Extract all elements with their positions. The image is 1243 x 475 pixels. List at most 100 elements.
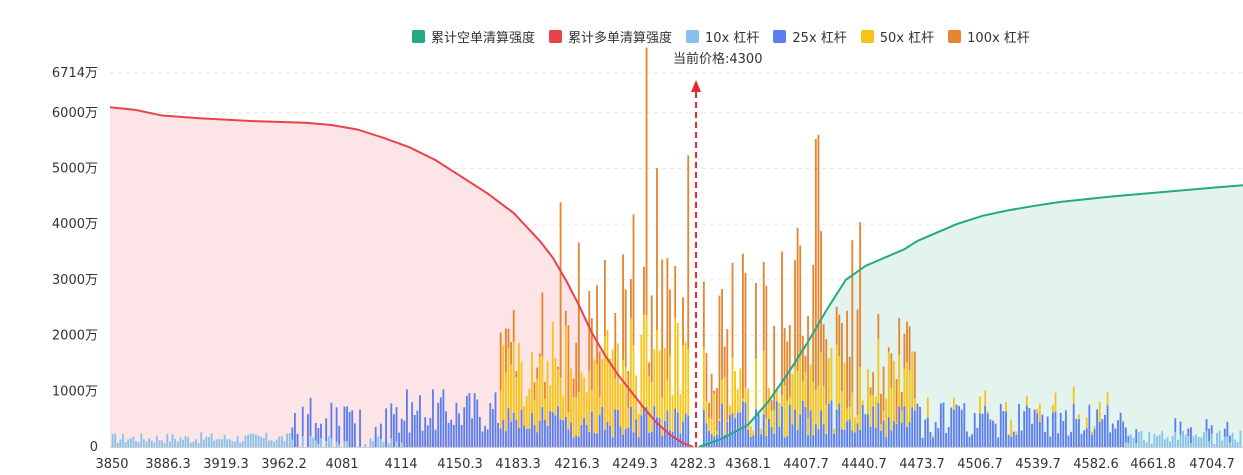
bar-25x: [614, 409, 617, 447]
bar-50x: [728, 405, 731, 416]
bar-25x: [447, 422, 450, 447]
bar-25x: [840, 429, 843, 447]
bar-50x: [614, 378, 617, 410]
bar-25x: [637, 437, 640, 447]
bar-100x: [567, 325, 570, 413]
bar-10x: [372, 440, 374, 447]
bar-100x: [645, 47, 648, 316]
bar-25x: [523, 425, 526, 447]
bar-10x: [288, 432, 291, 447]
bar-25x: [606, 421, 609, 447]
bar-50x: [846, 408, 849, 422]
bar-10x: [317, 444, 320, 447]
bar-25x: [575, 435, 578, 447]
bar-100x: [559, 202, 562, 378]
bar-25x: [723, 434, 726, 447]
bar-10x: [364, 444, 367, 447]
bar-100x: [799, 245, 802, 356]
bar-25x: [833, 433, 835, 447]
bar-50x: [577, 391, 580, 437]
bar-50x: [713, 393, 716, 437]
bar-100x: [835, 306, 838, 345]
bar-25x: [919, 406, 921, 447]
bar-25x: [768, 418, 770, 447]
bar-10x: [1234, 439, 1237, 447]
bar-25x: [643, 406, 645, 447]
bar-100x: [656, 167, 658, 331]
bar-25x: [760, 434, 763, 447]
bar-50x: [984, 390, 987, 406]
bar-10x: [182, 439, 184, 447]
bar-25x: [854, 432, 856, 447]
bar-25x: [458, 413, 460, 447]
bar-50x: [616, 343, 619, 411]
bar-25x: [963, 403, 966, 447]
bar-25x: [583, 417, 585, 447]
x-tick-label: 4114: [384, 457, 417, 472]
legend-item-50x[interactable]: 50x 杠杆: [860, 27, 934, 46]
bar-100x: [541, 292, 544, 357]
bar-10x: [1140, 430, 1143, 447]
bar-25x: [1028, 408, 1031, 447]
bar-25x: [877, 402, 880, 447]
bar-50x: [525, 396, 528, 429]
bar-50x: [603, 336, 606, 430]
bar-100x: [770, 400, 773, 411]
bar-50x: [861, 400, 864, 405]
legend-item-short[interactable]: 累计空单清算强度: [412, 27, 535, 46]
bar-10x: [129, 438, 132, 447]
bar-100x: [906, 321, 908, 363]
bar-100x: [822, 324, 825, 386]
bar-50x: [619, 383, 622, 427]
bar-25x: [710, 434, 713, 447]
bar-25x: [1119, 412, 1122, 447]
bar-50x: [856, 414, 859, 424]
bar-25x: [1025, 405, 1028, 447]
bar-50x: [877, 338, 880, 403]
bar-50x: [546, 360, 549, 426]
bar-25x: [947, 427, 950, 447]
legend-item-100x[interactable]: 100x 杠杆: [948, 27, 1030, 46]
bar-25x: [616, 410, 619, 447]
bar-25x: [788, 404, 791, 447]
bar-25x: [851, 430, 854, 447]
bar-50x: [669, 355, 671, 431]
legend-item-25x[interactable]: 25x 杠杆: [773, 27, 847, 46]
bar-25x: [609, 425, 611, 447]
bar-25x: [1023, 411, 1026, 447]
bar-25x: [473, 393, 476, 447]
bar-50x: [637, 413, 640, 438]
bar-25x: [1044, 431, 1046, 447]
bar-25x: [898, 406, 901, 447]
bar-50x: [596, 363, 598, 434]
bar-10x: [116, 442, 119, 447]
bar-25x: [343, 406, 346, 442]
bar-25x: [1007, 434, 1010, 447]
bar-25x: [663, 420, 666, 447]
bar-50x: [531, 352, 533, 414]
bar-50x: [1091, 431, 1093, 435]
bar-25x: [981, 413, 984, 447]
bar-10x: [1143, 439, 1145, 447]
bar-25x: [744, 402, 747, 447]
bar-25x: [549, 411, 552, 447]
bar-25x: [822, 424, 825, 447]
bar-25x: [1098, 421, 1101, 447]
bar-10x: [278, 436, 281, 447]
bar-25x: [861, 404, 864, 447]
legend-item-long[interactable]: 累计多单清算强度: [549, 27, 672, 46]
bar-25x: [705, 423, 708, 447]
bar-50x: [661, 397, 664, 436]
legend-item-10x[interactable]: 10x 杠杆: [686, 27, 759, 46]
bar-10x: [137, 442, 140, 447]
bar-100x: [575, 342, 578, 397]
bar-50x: [833, 428, 835, 434]
bar-25x: [932, 437, 934, 447]
bar-25x: [1223, 428, 1226, 437]
bar-50x: [848, 407, 851, 420]
bar-50x: [895, 422, 898, 424]
bar-25x: [669, 430, 671, 447]
bar-50x: [900, 410, 903, 423]
bar-10x: [1236, 442, 1239, 447]
bar-10x: [312, 437, 315, 447]
